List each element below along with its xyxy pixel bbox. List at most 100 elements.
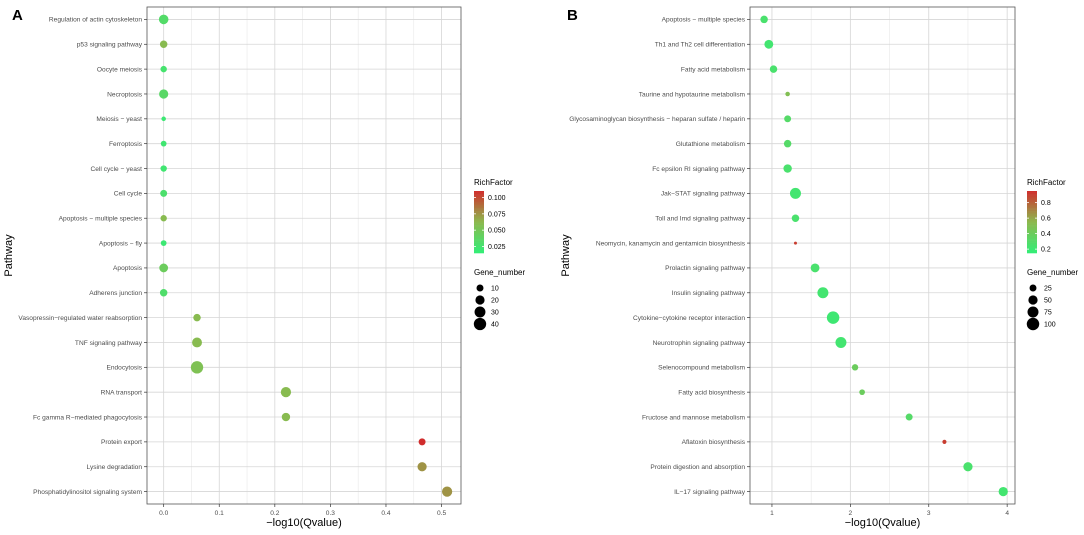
colorbar-segment bbox=[474, 201, 484, 204]
data-point bbox=[159, 40, 168, 49]
y-axis-title: Pathway bbox=[560, 234, 572, 277]
colorbar-tick-label: 0.100 bbox=[488, 195, 506, 202]
colorbar-segment bbox=[1027, 234, 1037, 237]
plot-area bbox=[147, 7, 461, 504]
colorbar-segment bbox=[1027, 249, 1037, 252]
colorbar-segment bbox=[1027, 248, 1037, 251]
colorbar-segment bbox=[474, 194, 484, 196]
y-axis: Apoptosis − multiple species Th1 and Th2 … bbox=[569, 17, 750, 496]
panel-label: B bbox=[567, 7, 578, 24]
data-point bbox=[998, 486, 1008, 497]
colorbar-segment bbox=[474, 240, 484, 243]
data-point bbox=[764, 39, 774, 49]
y-tick-label: Oocyte meiosis bbox=[97, 66, 143, 73]
colorbar-segment bbox=[474, 211, 484, 213]
colorbar-segment bbox=[474, 246, 484, 249]
colorbar-segment bbox=[474, 248, 484, 251]
y-tick-label: Neurotrophin signaling pathway bbox=[653, 340, 746, 347]
colorbar-tick-label: 0.4 bbox=[1041, 231, 1051, 238]
colorbar-segment bbox=[474, 206, 484, 209]
colorbar-segment bbox=[1027, 194, 1037, 196]
colorbar-segment bbox=[474, 239, 484, 241]
x-tick-label: 0.5 bbox=[437, 510, 446, 517]
colorbar-segment bbox=[1027, 243, 1037, 246]
colorbar-segment bbox=[1027, 208, 1037, 210]
y-tick-label: Fc gamma R−mediated phagocytosis bbox=[33, 414, 143, 421]
data-point bbox=[785, 91, 790, 97]
y-tick-label: Protein export bbox=[101, 439, 142, 446]
size-legend-label: 20 bbox=[491, 298, 499, 305]
y-tick-label: RNA transport bbox=[101, 389, 143, 396]
size-legend-dot bbox=[1028, 295, 1038, 305]
colorbar-segment bbox=[474, 243, 484, 246]
colorbar-segment bbox=[474, 218, 484, 221]
data-point bbox=[417, 462, 427, 472]
colorbar-segment bbox=[1027, 201, 1037, 204]
x-axis-title: −log10(Qvalue) bbox=[266, 517, 342, 529]
y-axis-title: Pathway bbox=[3, 234, 15, 277]
colorbar-tick-label: 0.8 bbox=[1041, 200, 1051, 207]
colorbar-segment bbox=[474, 220, 484, 223]
size-legend-label: 50 bbox=[1044, 298, 1052, 305]
gene-number-legend-title: Gene_number bbox=[1027, 268, 1078, 277]
y-tick-label: Apoptosis − fly bbox=[99, 240, 143, 247]
colorbar-tick-label: 0.075 bbox=[488, 211, 506, 218]
y-tick-label: Cell cycle − yeast bbox=[91, 166, 143, 173]
colorbar-segment bbox=[1027, 198, 1037, 201]
data-point bbox=[942, 439, 947, 444]
x-tick-label: 1 bbox=[770, 510, 774, 517]
gene-number-legend: Gene_number 10 20 30 40 bbox=[473, 268, 525, 331]
colorbar-tick-label: 0.2 bbox=[1041, 247, 1051, 254]
data-point bbox=[160, 189, 168, 197]
size-legend-dot bbox=[475, 295, 485, 305]
x-tick-label: 0.4 bbox=[381, 510, 390, 517]
y-tick-label: IL−17 signaling pathway bbox=[674, 489, 746, 496]
data-point bbox=[851, 364, 859, 371]
y-tick-label: Cytokine−cytokine receptor interaction bbox=[633, 315, 745, 322]
x-tick-label: 0.3 bbox=[326, 510, 335, 517]
data-point bbox=[161, 116, 166, 122]
colorbar-segment bbox=[474, 229, 484, 232]
data-point bbox=[160, 65, 167, 73]
data-point bbox=[810, 263, 820, 273]
colorbar-segment bbox=[1027, 220, 1037, 223]
y-tick-label: Apoptosis − multiple species bbox=[662, 17, 746, 24]
y-tick-label: Th1 and Th2 cell differentiation bbox=[655, 42, 746, 49]
y-tick-label: Fructose and mannose metabolism bbox=[642, 414, 745, 421]
colorbar-tick-label: 0.6 bbox=[1041, 216, 1051, 223]
colorbar-segment bbox=[1027, 245, 1037, 248]
colorbar-segment bbox=[1027, 212, 1037, 215]
colorbar-segment bbox=[1027, 231, 1037, 234]
colorbar-segment bbox=[474, 191, 484, 193]
y-tick-label: Ferroptosis bbox=[109, 141, 143, 148]
colorbar-segment bbox=[1027, 229, 1037, 232]
colorbar-segment bbox=[474, 200, 484, 203]
colorbar-segment bbox=[474, 242, 484, 244]
y-tick-label: Necroptosis bbox=[107, 91, 143, 98]
plot-border bbox=[749, 6, 1016, 505]
y-tick-label: Prolactin signaling pathway bbox=[665, 265, 746, 272]
gene-number-legend-title: Gene_number bbox=[474, 268, 525, 277]
data-point bbox=[190, 361, 204, 374]
size-legend-dot bbox=[474, 306, 486, 318]
x-tick-label: 0.2 bbox=[270, 510, 279, 517]
richfactor-legend-title: RichFactor bbox=[474, 178, 513, 187]
data-point bbox=[159, 89, 169, 99]
colorbar-tick-label: 0.050 bbox=[488, 228, 506, 235]
colorbar-segment bbox=[474, 192, 484, 195]
colorbar-segment bbox=[474, 204, 484, 207]
y-tick-label: Glutathione metabolism bbox=[676, 141, 746, 148]
size-legend-label: 75 bbox=[1044, 310, 1052, 317]
data-point bbox=[760, 15, 768, 24]
colorbar-segment bbox=[474, 208, 484, 210]
colorbar-segment bbox=[474, 209, 484, 212]
x-tick-label: 0.0 bbox=[159, 510, 168, 517]
colorbar-segment bbox=[474, 223, 484, 226]
y-tick-label: Lysine degradation bbox=[87, 464, 143, 471]
x-tick-label: 0.1 bbox=[215, 510, 224, 517]
y-tick-label: Jak−STAT signaling pathway bbox=[661, 191, 746, 198]
size-legend-label: 100 bbox=[1044, 322, 1056, 329]
colorbar-segment bbox=[474, 225, 484, 227]
colorbar-segment bbox=[1027, 237, 1037, 240]
colorbar-segment bbox=[474, 251, 484, 254]
